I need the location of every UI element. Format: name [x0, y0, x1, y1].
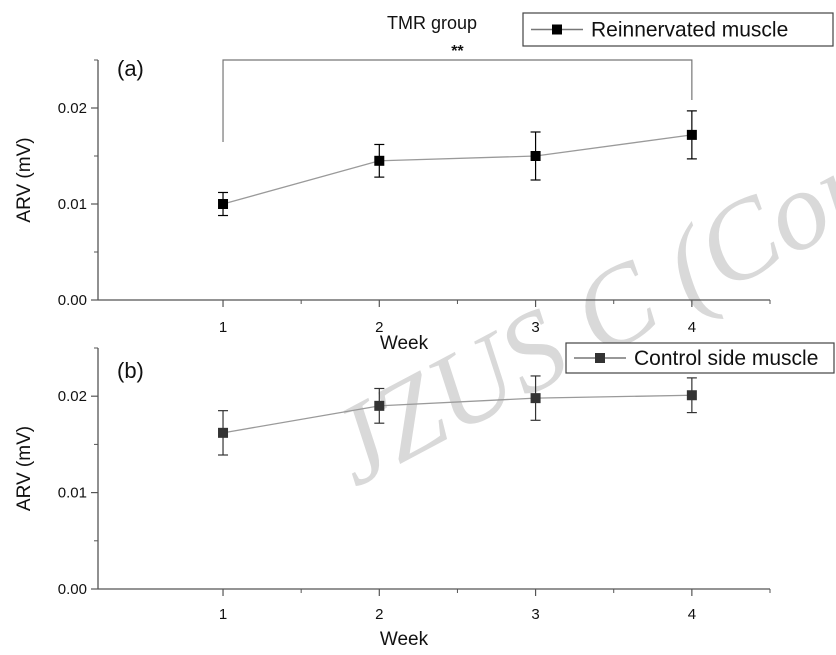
x-tick-label: 3 [531, 606, 539, 623]
series-line [222, 394, 692, 434]
y-tick-label: 0.01 [58, 485, 87, 502]
series-line [222, 134, 692, 205]
panel-label: (b) [117, 358, 144, 383]
x-tick-label: 1 [219, 606, 227, 623]
chart-panel-b: 1 2 3 4 0.00 0.01 0.02 Week ARV (mV) (b) Control s… [14, 342, 835, 650]
y-tick-label: 0.02 [58, 100, 87, 117]
x-axis-title: Week [380, 629, 429, 650]
data-point [686, 390, 697, 401]
data-point [374, 155, 385, 166]
figure-title: TMR group [387, 13, 477, 33]
legend-marker [595, 353, 605, 363]
x-tick-label: 4 [688, 319, 696, 336]
x-tick-label: 4 [688, 606, 696, 623]
y-tick-label: 0.01 [58, 196, 87, 213]
panel-label: (a) [117, 56, 144, 81]
data-point [530, 151, 541, 161]
y-tick-label: 0.00 [58, 581, 87, 598]
legend-marker [552, 24, 562, 35]
y-axis-title: ARV (mV) [14, 137, 35, 222]
x-tick-label: 3 [531, 319, 539, 336]
data-point [374, 400, 385, 411]
x-tick-label: 2 [375, 319, 383, 336]
data-point [218, 199, 229, 209]
data-point [530, 393, 541, 404]
data-point [686, 129, 697, 140]
watermark: JZUS C (Com [309, 106, 836, 511]
chart-panel-a: 1 2 3 4 0.00 0.01 0.02 Week ARV (mV) (a) ** Reinner… [14, 12, 834, 354]
x-axis-title: Week [380, 333, 429, 354]
legend-label: Control side muscle [634, 347, 818, 370]
data-point [218, 427, 229, 438]
significance-marker: ** [451, 43, 464, 60]
y-axis-title: ARV (mV) [14, 426, 35, 511]
y-tick-label: 0.00 [58, 292, 87, 309]
x-tick-label: 1 [219, 319, 227, 336]
y-tick-label: 0.02 [58, 388, 87, 405]
x-tick-label: 2 [375, 606, 383, 623]
significance-bracket [222, 59, 693, 142]
legend-label: Reinnervated muscle [591, 19, 788, 42]
